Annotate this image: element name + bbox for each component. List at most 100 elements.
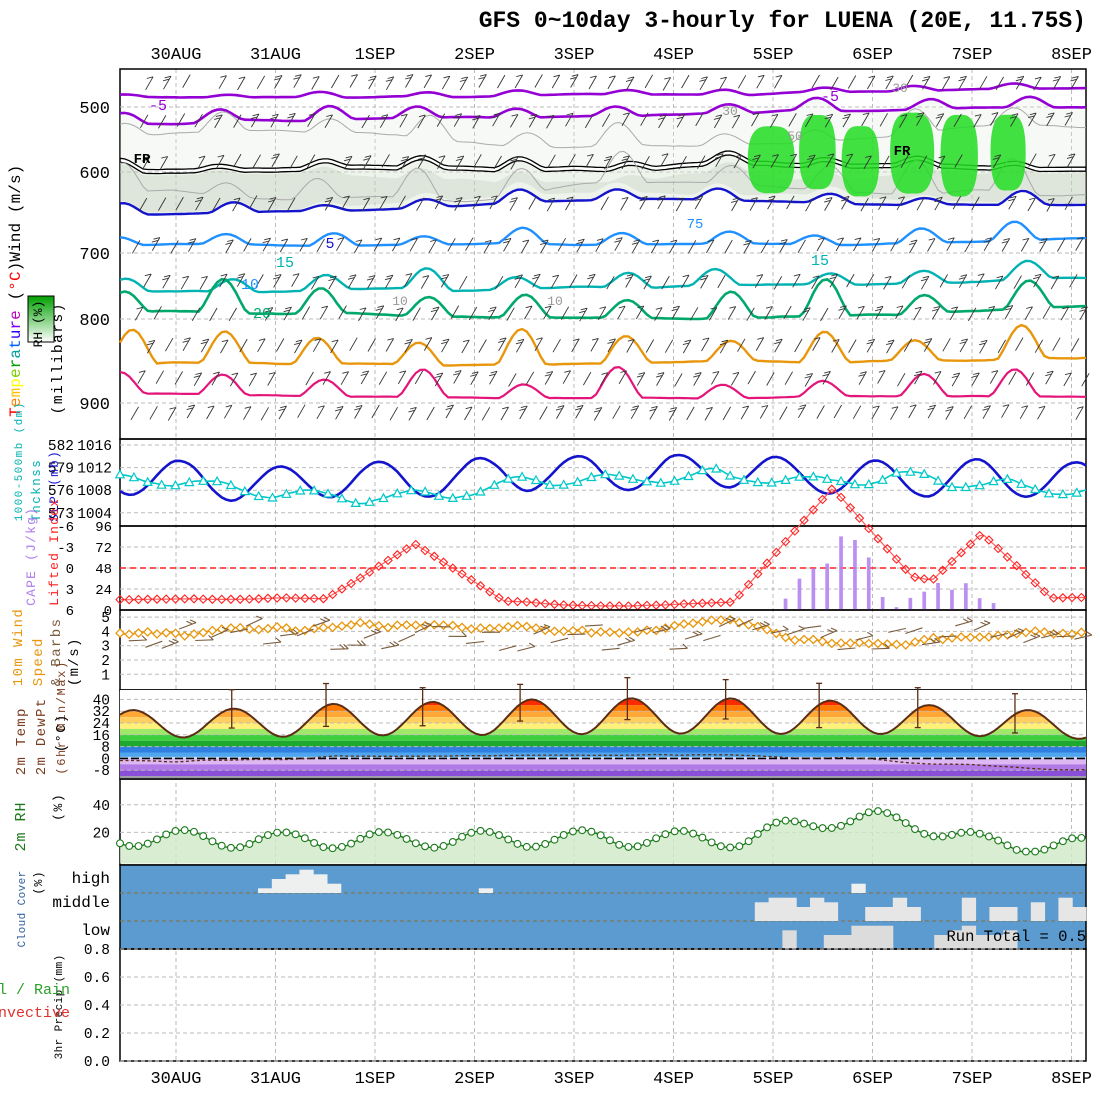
svg-text:H: H — [13, 802, 30, 811]
svg-text:15: 15 — [811, 253, 829, 270]
svg-text:6SEP: 6SEP — [852, 1070, 893, 1089]
svg-text:d: d — [7, 223, 25, 233]
svg-text:6SEP: 6SEP — [852, 46, 893, 65]
svg-text:b: b — [51, 344, 67, 353]
svg-text:(: ( — [48, 478, 62, 486]
svg-text:Convective: Convective — [0, 1005, 70, 1022]
svg-text:a: a — [55, 679, 69, 686]
svg-text:C: C — [24, 598, 39, 606]
svg-text:7SEP: 7SEP — [952, 46, 993, 65]
svg-text:x: x — [55, 671, 69, 678]
svg-text:p: p — [7, 378, 25, 388]
svg-text:k: k — [30, 487, 44, 495]
svg-text:R: R — [13, 812, 30, 821]
svg-text:0.6: 0.6 — [84, 971, 110, 987]
svg-text:75: 75 — [687, 217, 704, 233]
svg-text:d: d — [17, 913, 29, 920]
svg-text:RH (%): RH (%) — [31, 301, 46, 348]
svg-text:2: 2 — [34, 767, 50, 775]
svg-text:I: I — [47, 535, 62, 543]
svg-text:20: 20 — [253, 306, 271, 323]
svg-text:i: i — [51, 385, 67, 394]
svg-text:t: t — [34, 699, 50, 707]
svg-text:l: l — [51, 375, 67, 384]
svg-text:31AUG: 31AUG — [250, 46, 301, 65]
svg-text:l: l — [51, 365, 67, 374]
svg-text:96: 96 — [95, 520, 112, 536]
svg-text:4SEP: 4SEP — [653, 1070, 694, 1089]
svg-text:700: 700 — [79, 246, 110, 265]
svg-text:n: n — [30, 478, 44, 486]
svg-text:s: s — [30, 460, 44, 468]
svg-text:-: - — [14, 483, 26, 489]
svg-text:%: % — [33, 879, 46, 886]
svg-text:C: C — [7, 271, 25, 281]
svg-text:2: 2 — [13, 842, 30, 851]
svg-text:M: M — [55, 688, 69, 695]
svg-text:1012: 1012 — [77, 462, 112, 478]
svg-text:o: o — [17, 892, 29, 899]
svg-text:o: o — [17, 927, 29, 934]
svg-text:C: C — [17, 898, 29, 905]
svg-text:low: low — [81, 922, 110, 940]
svg-text:n: n — [7, 233, 25, 243]
svg-text:0.4: 0.4 — [84, 999, 110, 1015]
svg-text:900: 900 — [79, 396, 110, 415]
svg-text:0.2: 0.2 — [84, 1027, 110, 1043]
svg-text:P: P — [24, 580, 39, 588]
svg-text:s: s — [49, 619, 65, 627]
svg-text:d: d — [11, 609, 27, 617]
svg-text:800: 800 — [79, 312, 110, 331]
svg-text:n: n — [55, 706, 69, 713]
svg-text:r: r — [7, 359, 25, 369]
svg-text:m: m — [67, 668, 83, 676]
svg-text:(: ( — [7, 203, 25, 213]
svg-text:8SEP: 8SEP — [1051, 46, 1092, 65]
svg-text:i: i — [47, 589, 62, 597]
svg-text:W: W — [7, 252, 25, 262]
svg-text:0: 0 — [14, 467, 26, 473]
svg-text:Run Total = 0.5: Run Total = 0.5 — [946, 928, 1086, 946]
svg-text:1016: 1016 — [77, 439, 112, 455]
svg-text:3: 3 — [54, 1053, 66, 1060]
svg-text:/: / — [67, 658, 83, 666]
svg-text:P: P — [54, 1024, 66, 1031]
svg-text:30: 30 — [892, 81, 908, 96]
svg-text:g: g — [24, 517, 39, 525]
svg-text:d: d — [31, 639, 47, 647]
svg-text:0: 0 — [14, 499, 26, 505]
svg-text:e: e — [31, 648, 47, 656]
svg-text:s: s — [7, 174, 25, 184]
svg-text:t: t — [7, 339, 25, 349]
svg-text:1: 1 — [11, 678, 27, 686]
svg-text:10: 10 — [241, 277, 259, 294]
svg-text:5SEP: 5SEP — [753, 46, 794, 65]
svg-text:C: C — [54, 724, 70, 732]
svg-text:A: A — [24, 589, 39, 597]
svg-text:d: d — [47, 553, 62, 561]
svg-text:20: 20 — [93, 826, 110, 842]
svg-text:5SEP: 5SEP — [753, 1070, 794, 1089]
svg-text:e: e — [34, 728, 50, 736]
svg-text:i: i — [7, 242, 25, 252]
svg-text:3: 3 — [66, 583, 74, 599]
svg-text:8SEP: 8SEP — [1051, 1070, 1092, 1089]
svg-text:/: / — [24, 535, 39, 543]
svg-text:500: 500 — [79, 100, 110, 119]
svg-text:m: m — [14, 718, 30, 726]
svg-text:0: 0 — [14, 491, 26, 497]
svg-text:): ) — [14, 403, 26, 409]
svg-text:(: ( — [7, 291, 25, 301]
svg-text:(: ( — [55, 767, 69, 774]
svg-text:1008: 1008 — [77, 484, 112, 500]
svg-text:): ) — [54, 955, 66, 962]
svg-text:(: ( — [33, 888, 46, 895]
svg-text:S: S — [31, 678, 47, 686]
svg-text:30AUG: 30AUG — [150, 46, 201, 65]
svg-text:FR: FR — [134, 152, 151, 168]
svg-text:0: 0 — [14, 459, 26, 465]
svg-text:n: n — [47, 526, 62, 534]
svg-text:T: T — [14, 738, 30, 746]
svg-text:0: 0 — [66, 562, 74, 578]
svg-text:Total / Rain: Total / Rain — [0, 982, 70, 999]
